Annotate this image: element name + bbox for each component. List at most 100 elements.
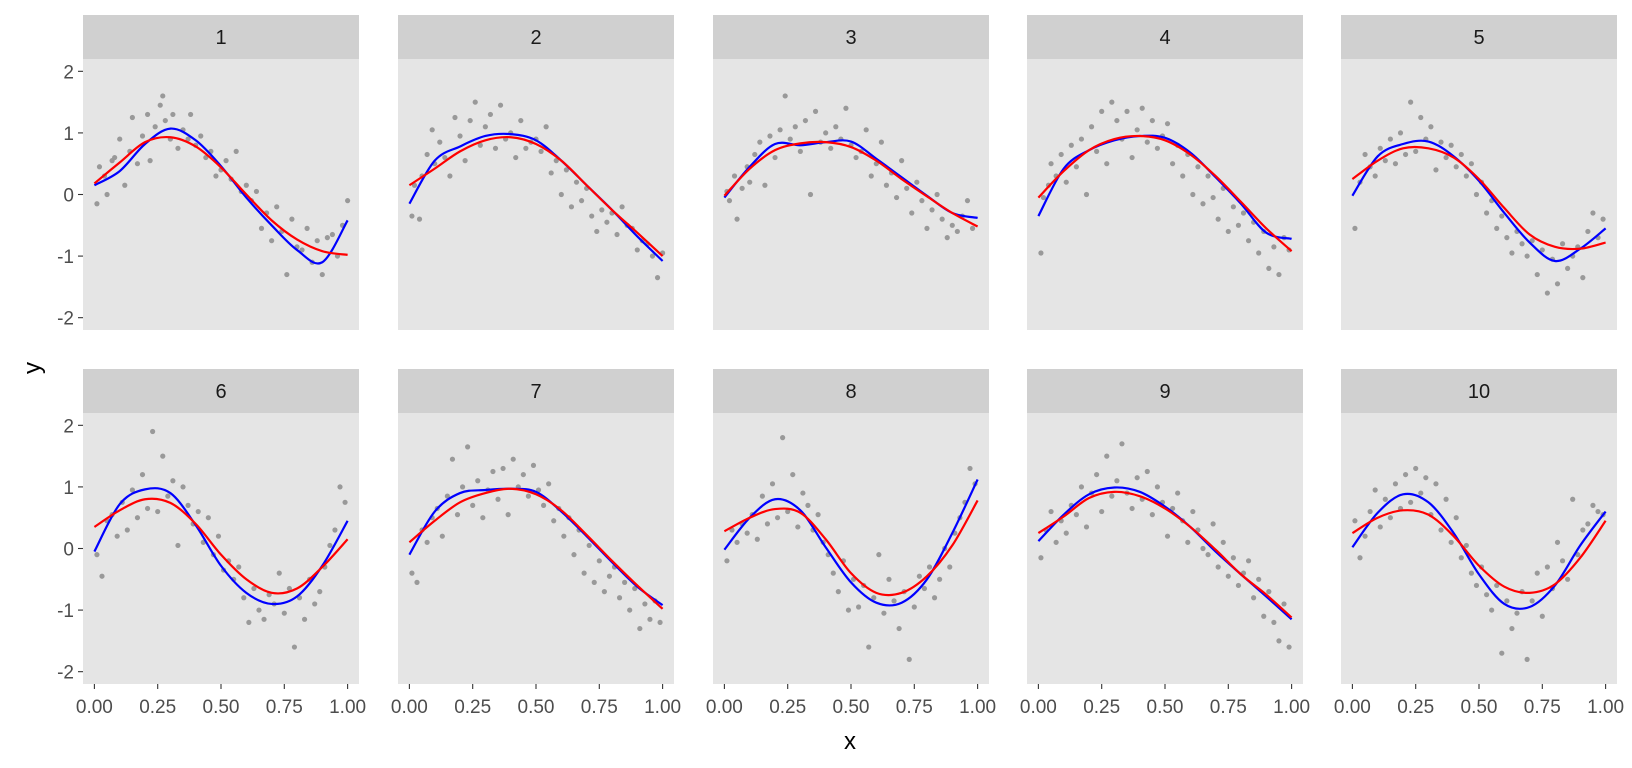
strip-label: 3 <box>845 27 856 49</box>
y-tick-label: 0 <box>63 540 74 561</box>
data-point <box>1580 527 1586 533</box>
data-point <box>871 595 877 601</box>
data-point <box>1499 650 1505 656</box>
data-point <box>188 111 194 118</box>
data-point <box>134 515 141 521</box>
data-point <box>1559 558 1566 564</box>
data-point <box>1352 518 1358 524</box>
x-tick-label: 1.00 <box>1273 697 1310 718</box>
facet-panels: 1 -2 -1 0 1 2 2 3 4 5 6 -2 -1 0 1 2 0.00 0.25 0.50 0.75 1.00… <box>57 15 1624 718</box>
data-point <box>1509 625 1515 632</box>
strip-label: 7 <box>530 381 541 403</box>
data-point <box>1215 564 1221 570</box>
data-point <box>967 465 973 472</box>
data-point <box>144 111 151 118</box>
data-point <box>1413 465 1419 472</box>
data-point <box>1119 441 1125 447</box>
data-point <box>833 124 839 130</box>
data-point <box>1559 241 1566 247</box>
data-point <box>329 231 336 238</box>
data-point <box>299 247 305 253</box>
data-point <box>1529 598 1535 604</box>
data-point <box>1509 250 1515 256</box>
data-point <box>1408 499 1414 505</box>
data-point <box>619 204 625 210</box>
data-point <box>1438 527 1444 533</box>
x-tick-label: 0.50 <box>1147 697 1184 718</box>
data-point <box>654 275 661 281</box>
data-point <box>155 508 161 515</box>
data-point <box>213 173 219 179</box>
data-point <box>1164 121 1171 127</box>
data-point <box>1073 164 1079 170</box>
data-point <box>327 542 333 549</box>
data-point <box>601 589 607 595</box>
data-point <box>442 154 448 161</box>
data-point <box>909 210 915 216</box>
data-point <box>548 170 554 176</box>
y-tick-label: 1 <box>63 124 74 145</box>
data-point <box>409 213 415 219</box>
data-point <box>828 145 834 151</box>
data-point <box>891 598 897 604</box>
data-point <box>1114 478 1120 484</box>
red-curve <box>93 135 348 256</box>
red-curve <box>723 499 979 597</box>
panel-8: 8 0.00 0.25 0.50 0.75 1.00 <box>706 369 996 718</box>
data-point <box>1215 216 1221 222</box>
strip-label: 10 <box>1468 381 1490 403</box>
strip-label: 5 <box>1473 27 1484 49</box>
data-point <box>1109 493 1115 499</box>
panel-background <box>83 59 359 330</box>
data-point <box>1453 164 1459 170</box>
data-point <box>1382 496 1388 502</box>
data-point <box>1256 576 1262 582</box>
data-point <box>1443 496 1449 502</box>
panel-background <box>1341 413 1617 684</box>
data-point <box>1048 508 1054 515</box>
data-point <box>185 136 191 142</box>
data-point <box>424 539 430 545</box>
data-point <box>964 198 971 204</box>
data-point <box>1068 142 1074 148</box>
data-point <box>291 644 298 650</box>
data-point <box>457 133 463 139</box>
data-point <box>642 601 648 607</box>
data-points <box>724 435 978 662</box>
data-point <box>916 573 922 579</box>
strip-background <box>713 15 989 59</box>
data-point <box>926 564 933 570</box>
x-tick-label: 0.25 <box>139 697 176 718</box>
data-point <box>1230 555 1236 561</box>
data-point <box>284 271 290 278</box>
panel-background <box>713 59 989 330</box>
data-point <box>1585 521 1591 527</box>
data-point <box>1362 151 1368 158</box>
data-point <box>1281 601 1287 607</box>
data-point <box>726 198 733 204</box>
data-point <box>1418 114 1424 121</box>
x-tick-label: 0.00 <box>1020 697 1057 718</box>
data-point <box>1220 539 1226 545</box>
data-point <box>571 552 577 558</box>
data-point <box>899 158 905 164</box>
data-point <box>1580 275 1586 281</box>
data-point <box>500 465 506 472</box>
data-point <box>581 570 587 576</box>
data-point <box>1519 241 1525 247</box>
data-point <box>1210 194 1216 201</box>
data-point <box>1149 117 1155 124</box>
data-point <box>1595 508 1601 515</box>
x-tick-label: 0.00 <box>391 697 428 718</box>
data-point <box>1276 638 1282 644</box>
data-point <box>596 558 602 564</box>
data-point <box>734 216 740 222</box>
data-points <box>94 93 351 278</box>
data-point <box>1235 582 1242 589</box>
data-point <box>853 154 859 161</box>
data-point <box>1402 151 1409 158</box>
data-point <box>876 552 882 558</box>
data-point <box>807 191 814 198</box>
data-point <box>774 515 781 521</box>
blue-curve <box>1351 139 1607 263</box>
